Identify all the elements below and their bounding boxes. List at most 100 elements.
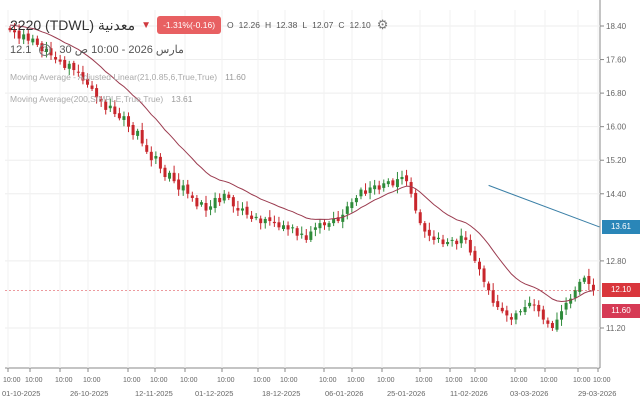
x-time-label: 10:00 [540, 377, 558, 384]
candle-body [286, 225, 290, 230]
timestamp: 30 مارس 2026 - 10:00 ص [59, 44, 184, 56]
x-time-label: 10:00 [510, 377, 528, 384]
candle-body [163, 167, 167, 177]
candle-body [446, 242, 450, 245]
candle-body [245, 206, 249, 215]
change-badge: -1.31%(-0.16) [157, 16, 222, 34]
candle-body [72, 62, 76, 71]
candle-body [26, 33, 30, 41]
candle-body [99, 98, 103, 102]
x-time-label: 10:00 [83, 377, 101, 384]
candle-body [67, 63, 71, 69]
candle-body [500, 307, 504, 312]
candle-body [254, 216, 258, 219]
candle-body [400, 177, 404, 180]
candle-body [272, 221, 276, 224]
candle-body [149, 151, 153, 161]
candle-body [519, 311, 523, 313]
candle-body [532, 304, 536, 306]
candle-body [496, 301, 500, 308]
x-time-label: 10:00 [445, 377, 463, 384]
candle-body [131, 124, 135, 136]
candle-body [259, 218, 263, 224]
candle-body [373, 185, 377, 190]
candle-body [140, 130, 144, 144]
candle-body [136, 130, 140, 136]
ma200-price-label: 13.61 [602, 219, 640, 234]
legend-ma-adjusted[interactable]: Moving Average - Adjusted Linear(21,0.85… [10, 72, 246, 82]
candle-body [414, 192, 418, 211]
candle-body [49, 48, 53, 56]
candle-body [405, 175, 409, 182]
candle-body [108, 105, 112, 109]
candle-body [95, 88, 99, 98]
candle-body [209, 206, 213, 210]
candle-body [104, 101, 108, 110]
candle-body [304, 235, 308, 240]
candle-body [423, 223, 427, 232]
caret-down-icon[interactable]: ▼ [141, 19, 152, 31]
candle-body [199, 202, 203, 205]
candle-body [240, 208, 244, 211]
candle-body [591, 284, 595, 291]
candle-body [177, 179, 181, 190]
x-time-label: 10:00 [253, 377, 271, 384]
x-time-label: 10:00 [377, 377, 395, 384]
candle-body [382, 183, 386, 188]
candle-body [409, 182, 413, 194]
candle-body [473, 250, 477, 261]
candle-body [468, 239, 472, 253]
x-date-label: 01-10-2025 [2, 389, 40, 398]
candle-body [550, 322, 554, 328]
candle-body [268, 217, 272, 222]
candle-body [436, 237, 440, 240]
candle-body [222, 193, 226, 201]
candle-body [391, 180, 395, 186]
candle-body [464, 237, 468, 240]
candle-body [505, 310, 509, 316]
x-time-label: 10:00 [25, 377, 43, 384]
candle-body [509, 317, 513, 320]
candle-body [482, 268, 486, 282]
x-date-label: 25-01-2026 [387, 389, 425, 398]
candle-body [564, 302, 568, 310]
y-tick-label: 14.40 [606, 190, 627, 199]
candle-body [523, 307, 527, 313]
candle-body [386, 181, 390, 185]
gear-icon[interactable]: ⚙ [376, 17, 389, 32]
candle-body [582, 277, 586, 282]
candle-body [341, 214, 345, 222]
symbol-title[interactable]: 2220 (TDWL) معدنية [10, 16, 136, 33]
x-date-label: 01-12-2025 [195, 389, 233, 398]
candle-body [13, 30, 17, 33]
candle-body [291, 227, 295, 229]
candle-body [204, 203, 208, 211]
ma200-line [488, 184, 600, 228]
candle-body [368, 187, 372, 193]
candle-body [81, 72, 85, 81]
candle-body [145, 145, 149, 152]
candle-body [76, 71, 80, 73]
legend-ma200[interactable]: Moving Average(200,SIMPLE,True,True) 13.6… [10, 94, 193, 104]
candle-body [85, 78, 89, 85]
candle-body [231, 197, 235, 207]
candle-body [31, 38, 35, 43]
x-date-label: 26-10-2025 [70, 389, 108, 398]
candle-body [354, 197, 358, 203]
x-date-label: 29-03-2026 [578, 389, 616, 398]
candle-body [459, 235, 463, 244]
candle-body [295, 228, 299, 236]
candle-body [491, 290, 495, 303]
candle-body [569, 298, 573, 304]
candle-body [487, 283, 491, 291]
candle-body [263, 218, 267, 224]
chart-header: 2220 (TDWL) معدنية ▼ -1.31%(-0.16) O 12.2… [10, 16, 388, 34]
timestamp-line: 12.1 ◷ 30 مارس 2026 - 10:00 ص [10, 43, 184, 56]
candle-body [359, 189, 363, 197]
candle-body [455, 240, 459, 245]
x-time-label: 10:00 [123, 377, 141, 384]
x-time-label: 10:00 [55, 377, 73, 384]
y-tick-label: 18.40 [606, 22, 627, 31]
clock-icon: ◷ [39, 43, 52, 56]
